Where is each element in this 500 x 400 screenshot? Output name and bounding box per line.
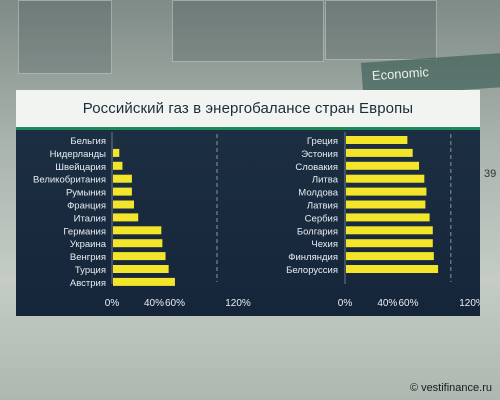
category-label: Сербия — [305, 213, 338, 224]
tick-label: 40% — [144, 298, 164, 309]
bar — [346, 148, 413, 157]
category-label: Молдова — [298, 188, 338, 199]
bar — [113, 252, 166, 261]
tick-label: 40% — [377, 298, 397, 309]
bar — [346, 226, 433, 235]
category-label: Великобритания — [33, 175, 106, 186]
bar — [346, 187, 427, 196]
chart-title: Российский газ в энергобалансе стран Евр… — [82, 100, 414, 117]
category-label: Латвия — [307, 201, 338, 212]
bar — [113, 226, 162, 235]
bar — [113, 174, 132, 183]
tick-label: 0% — [105, 298, 120, 309]
chart-panel: Бельгия Нидерланды Швейцария Великобритания… — [16, 130, 480, 316]
tick-label: 0% — [338, 298, 353, 309]
category-label: Литва — [312, 175, 339, 186]
bar — [113, 161, 123, 170]
background-box — [325, 0, 437, 60]
category-label: Венгрия — [70, 252, 106, 263]
bar — [113, 200, 134, 209]
bar — [113, 239, 163, 248]
category-label: Греция — [307, 136, 338, 147]
background-side-number: 39 — [484, 168, 497, 180]
watermark-text: vestifinance.ru — [421, 382, 492, 394]
bar — [346, 213, 430, 222]
bar — [346, 161, 420, 170]
category-label: Белоруссия — [286, 265, 338, 276]
bar-charts: Бельгия Нидерланды Швейцария Великобритания… — [33, 132, 480, 309]
category-label: Эстония — [301, 149, 338, 160]
background-box — [172, 0, 324, 62]
bar — [113, 265, 169, 273]
background-box — [18, 0, 112, 74]
bar — [346, 252, 434, 261]
category-label: Бельгия — [70, 136, 106, 147]
bar — [113, 187, 132, 196]
category-label: Германия — [63, 226, 106, 237]
bar — [346, 265, 439, 273]
bar — [346, 239, 433, 248]
tick-label: 120% — [225, 298, 251, 309]
bar — [113, 148, 120, 157]
category-label: Турция — [75, 265, 106, 276]
category-label: Франция — [67, 201, 106, 212]
tick-label: 120% — [459, 298, 480, 309]
category-label: Финляндия — [288, 252, 338, 263]
category-label: Украина — [70, 239, 107, 250]
bar — [113, 213, 139, 222]
bar — [346, 174, 425, 183]
category-label: Словакия — [295, 162, 338, 173]
watermark: © vestifinance.ru — [410, 382, 492, 394]
category-label: Австрия — [70, 278, 106, 289]
category-label: Болгария — [297, 226, 338, 237]
tick-label: 60% — [398, 298, 418, 309]
bar — [113, 277, 175, 286]
chart-title-bar: Российский газ в энергобалансе стран Евр… — [16, 90, 480, 130]
category-label: Швейцария — [55, 162, 106, 173]
bar — [346, 136, 408, 144]
bar — [346, 200, 426, 209]
category-label: Чехия — [311, 239, 338, 250]
category-label: Нидерланды — [50, 149, 107, 160]
category-label: Румыния — [66, 188, 106, 199]
tick-label: 60% — [165, 298, 185, 309]
category-label: Италия — [74, 213, 106, 224]
copyright-icon: © — [409, 382, 419, 394]
